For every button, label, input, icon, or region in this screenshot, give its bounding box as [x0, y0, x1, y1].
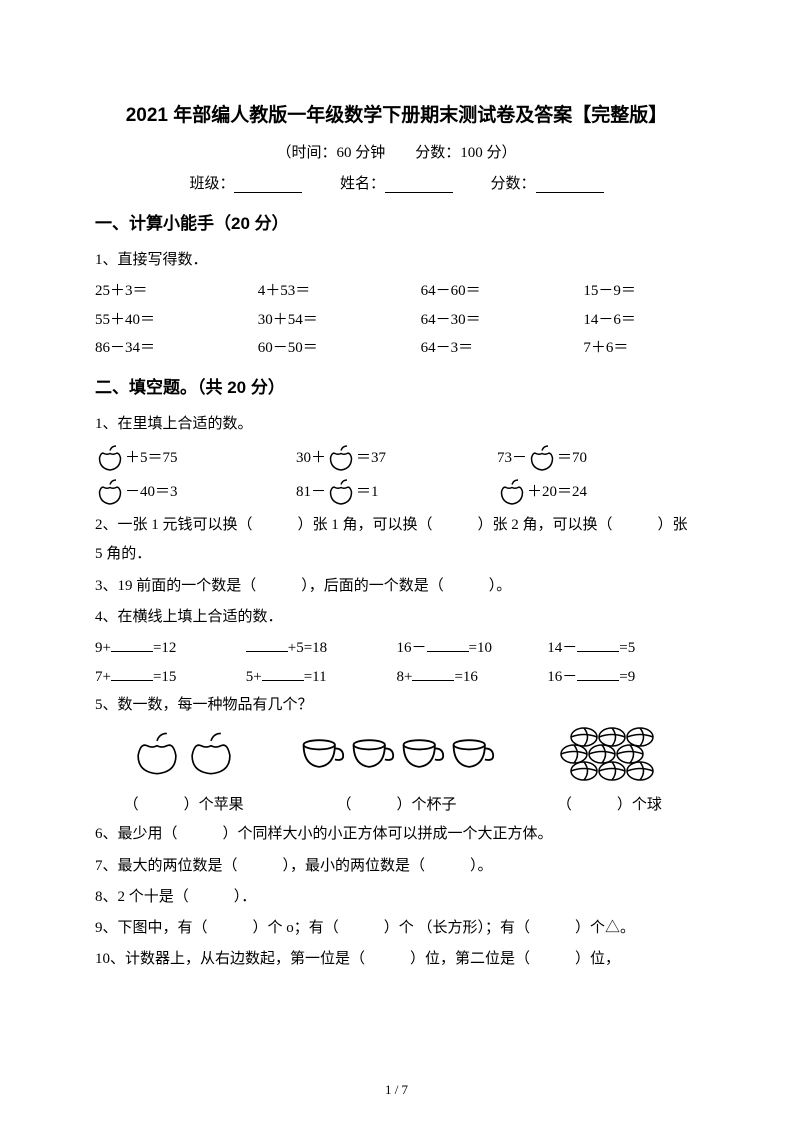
q2-3: 3、19 前面的一个数是（ ），后面的一个数是（ ）。	[95, 572, 698, 601]
q2-4-label: 4、在横线上填上合适的数．	[95, 603, 698, 632]
calc-cell: 86－34＝	[95, 334, 258, 363]
eq-text: 30＋	[296, 446, 326, 470]
q2-5-label: 5、数一数，每一种物品有几个？	[95, 691, 698, 720]
fill-blank[interactable]	[111, 651, 153, 652]
apple-eq: ＋5＝75	[95, 443, 296, 473]
fill-blank[interactable]	[111, 680, 153, 681]
cup-icon	[349, 737, 395, 771]
fill-cell: 14－=5	[547, 634, 698, 663]
apple-eq: 73－ ＝70	[497, 443, 698, 473]
calc-row: 25＋3＝ 4＋53＝ 64－60＝ 15－9＝	[95, 277, 698, 306]
score-label: 分数：	[491, 176, 536, 192]
apple-icon	[132, 731, 182, 777]
fill-cell: 16－=9	[547, 663, 698, 692]
name-label: 姓名：	[340, 176, 385, 192]
eq-text: －40＝3	[125, 480, 178, 504]
q2-8: 8、2 个十是（ ）．	[95, 883, 698, 912]
count-label: （ ）个杯子	[272, 793, 520, 814]
fill-cell: +5=18	[246, 634, 397, 663]
info-line: 班级： 姓名： 分数：	[95, 172, 698, 193]
fill-cell: 5+=11	[246, 663, 397, 692]
eq-text: ＋20＝24	[527, 480, 587, 504]
q2-9: 9、下图中，有（ ）个 o；有（ ）个 （长方形）；有（ ）个△。	[95, 914, 698, 943]
fill-cell: 9+=12	[95, 634, 246, 663]
fill-cell: 8+=16	[397, 663, 548, 692]
fill-cell: 7+=15	[95, 663, 246, 692]
q2-2: 2、一张 1 元钱可以换（ ）张 1 角，可以换（ ）张 2 角，可以换（ ）张…	[95, 511, 698, 570]
apples-group	[95, 731, 272, 782]
balls-group	[521, 726, 698, 787]
fill-blank[interactable]	[246, 651, 288, 652]
apple-eq-row: ＋5＝75 30＋ ＝37 73－ ＝70	[95, 443, 698, 473]
calc-cell: 4＋53＝	[258, 277, 421, 306]
eq-text: ＝37	[356, 446, 386, 470]
fill-blank[interactable]	[412, 680, 454, 681]
apple-eq-row: －40＝3 81－ ＝1 ＋20＝24	[95, 477, 698, 507]
calc-cell: 55＋40＝	[95, 306, 258, 335]
q1-1-label: 1、直接写得数．	[95, 246, 698, 275]
name-blank[interactable]	[385, 178, 453, 193]
page-footer: 1 / 7	[0, 1082, 793, 1098]
calc-cell: 60－50＝	[258, 334, 421, 363]
q2-6: 6、最少用（ ）个同样大小的小正方体可以拼成一个大正方体。	[95, 820, 698, 849]
cups-group	[272, 737, 520, 776]
apple-icon	[186, 731, 236, 777]
count-labels-row: （ ）个苹果 （ ）个杯子 （ ）个球	[95, 793, 698, 814]
page-title: 2021 年部编人教版一年级数学下册期末测试卷及答案【完整版】	[95, 100, 698, 127]
calc-cell: 64－3＝	[421, 334, 584, 363]
q2-1-label: 1、在里填上合适的数。	[95, 410, 698, 439]
calc-cell: 30＋54＝	[258, 306, 421, 335]
count-label: （ ）个球	[521, 793, 698, 814]
apple-icon	[326, 443, 356, 473]
count-label: （ ）个苹果	[95, 793, 272, 814]
section1-heading: 一、计算小能手（20 分）	[95, 209, 698, 234]
apple-eq: ＋20＝24	[497, 477, 698, 507]
fill-row: 9+=12 +5=18 16－=10 14－=5	[95, 634, 698, 663]
calc-cell: 64－60＝	[421, 277, 584, 306]
eq-text: 73－	[497, 446, 527, 470]
apple-icon	[497, 477, 527, 507]
apple-eq: －40＝3	[95, 477, 296, 507]
cup-icon	[399, 737, 445, 771]
calc-row: 86－34＝ 60－50＝ 64－3＝ 7＋6＝	[95, 334, 698, 363]
class-blank[interactable]	[234, 178, 302, 193]
fill-cell: 16－=10	[397, 634, 548, 663]
apple-icon	[95, 477, 125, 507]
fill-row: 7+=15 5+=11 8+=16 16－=9	[95, 663, 698, 692]
eq-text: ＋5＝75	[125, 446, 178, 470]
apple-eq: 30＋ ＝37	[296, 443, 497, 473]
calc-cell: 64－30＝	[421, 306, 584, 335]
fill-blank[interactable]	[577, 680, 619, 681]
section2-heading: 二、填空题。（共 20 分）	[95, 373, 698, 398]
calc-row: 55＋40＝ 30＋54＝ 64－30＝ 14－6＝	[95, 306, 698, 335]
calc-cell: 25＋3＝	[95, 277, 258, 306]
fill-blank[interactable]	[427, 651, 469, 652]
calc-cell: 14－6＝	[583, 306, 698, 335]
balls-icon	[559, 726, 659, 782]
fill-blank[interactable]	[577, 651, 619, 652]
subtitle: （时间：60 分钟 分数：100 分）	[95, 141, 698, 162]
apple-icon	[527, 443, 557, 473]
apple-icon	[95, 443, 125, 473]
eq-text: 81－	[296, 480, 326, 504]
class-label: 班级：	[189, 176, 234, 192]
q2-10: 10、计数器上，从右边数起，第一位是（ ）位，第二位是（ ）位，	[95, 945, 698, 974]
count-images-row	[95, 726, 698, 787]
cup-icon	[449, 737, 495, 771]
calc-cell: 7＋6＝	[583, 334, 698, 363]
fill-blank[interactable]	[262, 680, 304, 681]
eq-text: ＝1	[356, 480, 379, 504]
eq-text: ＝70	[557, 446, 587, 470]
q2-7: 7、最大的两位数是（ ），最小的两位数是（ ）。	[95, 852, 698, 881]
apple-eq: 81－ ＝1	[296, 477, 497, 507]
cup-icon	[299, 737, 345, 771]
apple-icon	[326, 477, 356, 507]
calc-cell: 15－9＝	[583, 277, 698, 306]
score-blank[interactable]	[536, 178, 604, 193]
